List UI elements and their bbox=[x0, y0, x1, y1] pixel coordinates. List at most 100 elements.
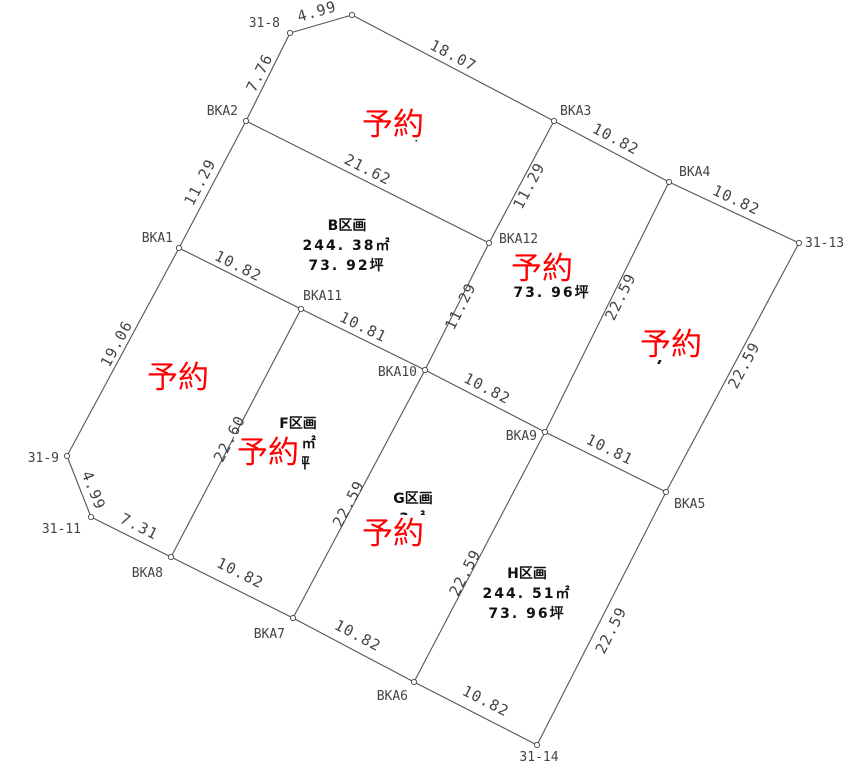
edge-length-label: 11.29 bbox=[509, 159, 548, 212]
edge-length-label: 10.81 bbox=[583, 430, 636, 468]
boundary-line bbox=[553, 120, 670, 183]
point-label: BKA10 bbox=[378, 365, 417, 380]
boundary-point-marker bbox=[533, 741, 541, 749]
boundary-line bbox=[178, 120, 247, 249]
boundary-line bbox=[488, 120, 555, 244]
boundary-line bbox=[90, 516, 172, 558]
reserved-stamp: 予約 bbox=[237, 435, 299, 471]
point-label: 31-11 bbox=[42, 522, 81, 537]
reserved-mask bbox=[359, 106, 427, 140]
edge-length-label: 10.82 bbox=[459, 682, 512, 721]
boundary-line bbox=[292, 369, 426, 619]
edge-length-label: 19.06 bbox=[97, 317, 137, 370]
boundary-point-marker bbox=[175, 244, 183, 252]
boundary-point-marker bbox=[87, 513, 95, 521]
boundary-line bbox=[424, 242, 490, 371]
edge-length-label: 10.82 bbox=[214, 554, 267, 593]
boundary-point-marker bbox=[665, 178, 673, 186]
point-label: BKA5 bbox=[674, 497, 705, 512]
point-label: BKA8 bbox=[132, 566, 163, 581]
edge-length-label: 10.82 bbox=[212, 247, 265, 286]
boundary-point-marker bbox=[242, 117, 250, 125]
boundary-line bbox=[289, 14, 353, 34]
boundary-point-marker bbox=[289, 614, 297, 622]
point-label: BKA2 bbox=[207, 104, 238, 119]
lot-name: B区画 bbox=[328, 218, 367, 234]
boundary-line bbox=[170, 308, 302, 558]
reserved-stamp: 予約 bbox=[362, 516, 424, 552]
boundary-point-marker bbox=[662, 488, 670, 496]
edge-length-label: 21.62 bbox=[341, 150, 394, 189]
boundary-lines bbox=[66, 14, 800, 746]
boundary-line bbox=[544, 181, 670, 433]
lot-f-label: F区画52㎡6坪予約 bbox=[234, 416, 317, 472]
point-label: BKA6 bbox=[377, 689, 408, 704]
edge-length-label: 4.99 bbox=[78, 468, 109, 512]
lot-name: F区画 bbox=[279, 416, 317, 432]
point-label: BKA12 bbox=[499, 232, 538, 247]
edge-length-label: 4.99 bbox=[295, 0, 339, 26]
edge-length-label: 22.59 bbox=[445, 546, 484, 599]
boundary-line bbox=[424, 369, 546, 433]
boundary-line bbox=[300, 308, 426, 371]
boundary-line bbox=[170, 556, 294, 619]
point-label: BKA3 bbox=[560, 104, 591, 119]
boundary-line bbox=[245, 120, 490, 244]
point-label: BKA4 bbox=[679, 165, 710, 180]
reserved-stamp: 予約 bbox=[640, 327, 702, 363]
lot-a-label: 2㎡7 . 9坪予約 bbox=[359, 106, 427, 144]
reserved-stamp: 予約 bbox=[362, 107, 424, 143]
boundary-point-marker bbox=[286, 29, 294, 37]
boundary-line bbox=[413, 681, 538, 746]
lot-area-m2: 244. 38㎡ bbox=[303, 237, 392, 254]
boundary-point-marker bbox=[541, 428, 549, 436]
lot-area-tsubo: 73. 96坪 bbox=[488, 606, 565, 622]
edge-length-label: 11.29 bbox=[441, 280, 480, 333]
lot-h-label: H区画 244. 51㎡ 73. 96坪 bbox=[483, 566, 572, 622]
lot-area-m2: 244. 51㎡ bbox=[483, 585, 572, 602]
boundary-line bbox=[668, 181, 800, 244]
edge-length-label: 22.59 bbox=[601, 270, 639, 323]
boundary-point-marker bbox=[63, 452, 71, 460]
edge-length-label: 10.82 bbox=[589, 119, 642, 158]
lot-name: H区画 bbox=[507, 566, 547, 582]
point-labels: 31-8 BKA2 BKA3 BKA4 31-13 BKA1 BKA12 BKA11 BKA10… bbox=[28, 16, 844, 764]
reserved-mask bbox=[144, 359, 212, 393]
lot-e-label: ㎡予約 bbox=[144, 359, 212, 396]
boundary-line bbox=[66, 455, 92, 518]
boundary-line bbox=[66, 247, 180, 457]
boundary-point-marker bbox=[167, 553, 175, 561]
point-label: 31-8 bbox=[249, 16, 280, 31]
point-label: BKA9 bbox=[506, 429, 537, 444]
point-label: 31-13 bbox=[805, 236, 844, 251]
boundary-points bbox=[63, 11, 803, 749]
boundary-point-marker bbox=[421, 366, 429, 374]
reserved-mask bbox=[508, 250, 576, 284]
point-label: BKA1 bbox=[142, 231, 173, 246]
lot-g-label: G区画3㎡7坪予約 bbox=[359, 491, 433, 552]
point-label: BKA7 bbox=[254, 627, 285, 642]
lot-name: G区画 bbox=[393, 491, 433, 507]
boundary-line bbox=[665, 242, 800, 493]
edge-length-label: 22.59 bbox=[724, 339, 764, 392]
boundary-point-marker bbox=[550, 117, 558, 125]
reserved-mask bbox=[234, 434, 302, 468]
point-label: BKA11 bbox=[303, 289, 342, 304]
edge-length-label: 22.59 bbox=[592, 604, 631, 657]
boundary-point-marker bbox=[297, 305, 305, 313]
lot-area-tsubo: 73. 92坪 bbox=[308, 258, 385, 274]
point-label: 31-9 bbox=[28, 451, 59, 466]
boundary-point-marker bbox=[348, 11, 356, 19]
boundary-line bbox=[544, 431, 667, 493]
edge-length-label: 10.81 bbox=[337, 308, 390, 346]
boundary-point-marker bbox=[795, 239, 803, 247]
edge-length-label: 7.76 bbox=[243, 51, 277, 95]
boundary-point-marker bbox=[485, 239, 493, 247]
reserved-mask bbox=[637, 326, 705, 360]
reserved-mask bbox=[359, 515, 427, 549]
boundary-point-marker bbox=[410, 678, 418, 686]
reserved-stamp: 予約 bbox=[511, 251, 573, 287]
edge-length-label: 7.31 bbox=[117, 510, 161, 544]
boundary-line bbox=[245, 32, 291, 122]
